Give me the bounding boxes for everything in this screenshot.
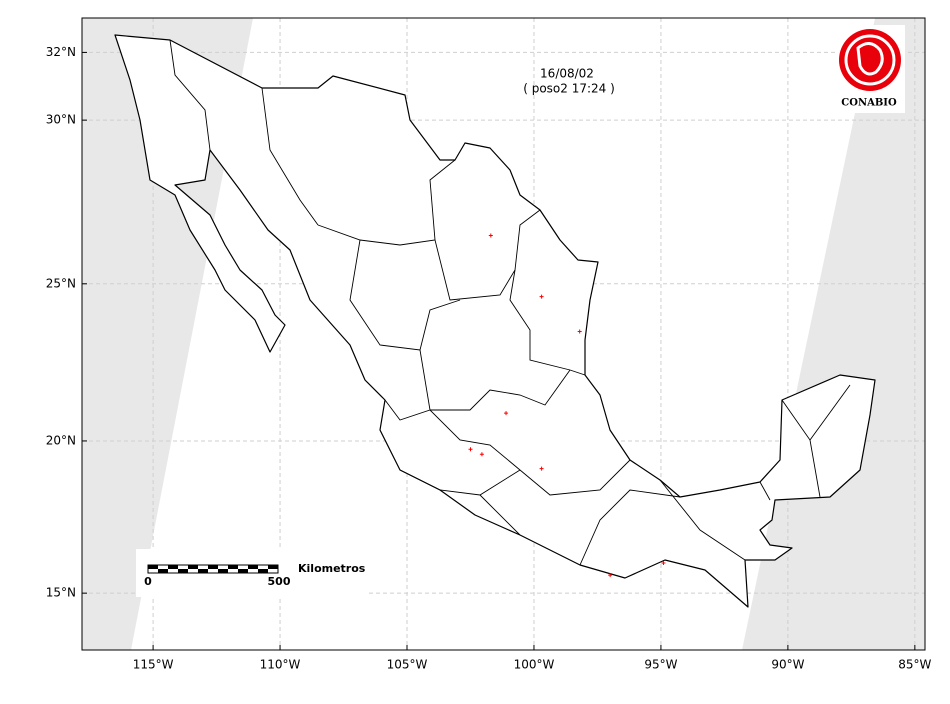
state-borders	[169, 39, 851, 566]
hotspot	[488, 233, 493, 238]
hotspots	[468, 233, 666, 578]
lat-tick-label: 30°N	[46, 113, 76, 127]
scale-unit: Kilometros	[298, 562, 366, 575]
pass-label: ( poso2 17:24 )	[523, 82, 615, 96]
lat-tick-label: 32°N	[46, 45, 76, 59]
hotspot	[504, 411, 509, 416]
mexico-outline	[114, 34, 876, 608]
state-border	[781, 384, 851, 498]
state-border	[261, 87, 319, 226]
axis-labels: 115°W 110°W 105°W 100°W 95°W 90°W 85°W 32°N 30°N…	[46, 45, 932, 672]
map-frame	[81, 17, 926, 651]
lon-tick-label: 85°W	[898, 658, 931, 672]
scale-end: 500	[268, 575, 291, 588]
hotspot	[577, 329, 582, 334]
logo-emblem	[839, 29, 901, 91]
lon-tick-label: 110°W	[260, 658, 301, 672]
state-border	[169, 39, 211, 151]
lon-tick-label: 115°W	[133, 658, 174, 672]
state-border	[349, 239, 461, 351]
lat-tick-label: 20°N	[46, 433, 76, 447]
state-border	[399, 469, 521, 496]
state-border	[317, 159, 456, 246]
lat-tick-label: 25°N	[46, 276, 76, 290]
scale-bar: 0 500 Kilometros	[136, 549, 368, 597]
hotspot	[661, 561, 666, 566]
state-border	[434, 209, 541, 301]
state-border	[479, 479, 771, 566]
hotspot	[479, 452, 484, 457]
scale-start: 0	[144, 575, 152, 588]
logo-text: CONABIO	[841, 98, 897, 109]
lon-tick-label: 95°W	[644, 658, 677, 672]
lon-tick-label: 105°W	[387, 658, 428, 672]
hotspot	[608, 573, 613, 578]
lat-tick-label: 15°N	[46, 586, 76, 600]
hotspot	[468, 447, 473, 452]
logo: CONABIO	[835, 25, 905, 113]
lon-tick-label: 90°W	[771, 658, 804, 672]
hotspot	[539, 466, 544, 471]
lon-tick-label: 100°W	[514, 658, 555, 672]
logo-emblem-figure	[856, 42, 884, 76]
state-border	[384, 399, 631, 496]
hotspot	[539, 294, 544, 299]
logo-emblem-ring	[844, 34, 896, 86]
date-label: 16/08/02	[540, 67, 594, 81]
no-coverage-swath	[82, 18, 253, 650]
state-border	[509, 269, 586, 376]
scale-bar-checks	[148, 565, 278, 573]
